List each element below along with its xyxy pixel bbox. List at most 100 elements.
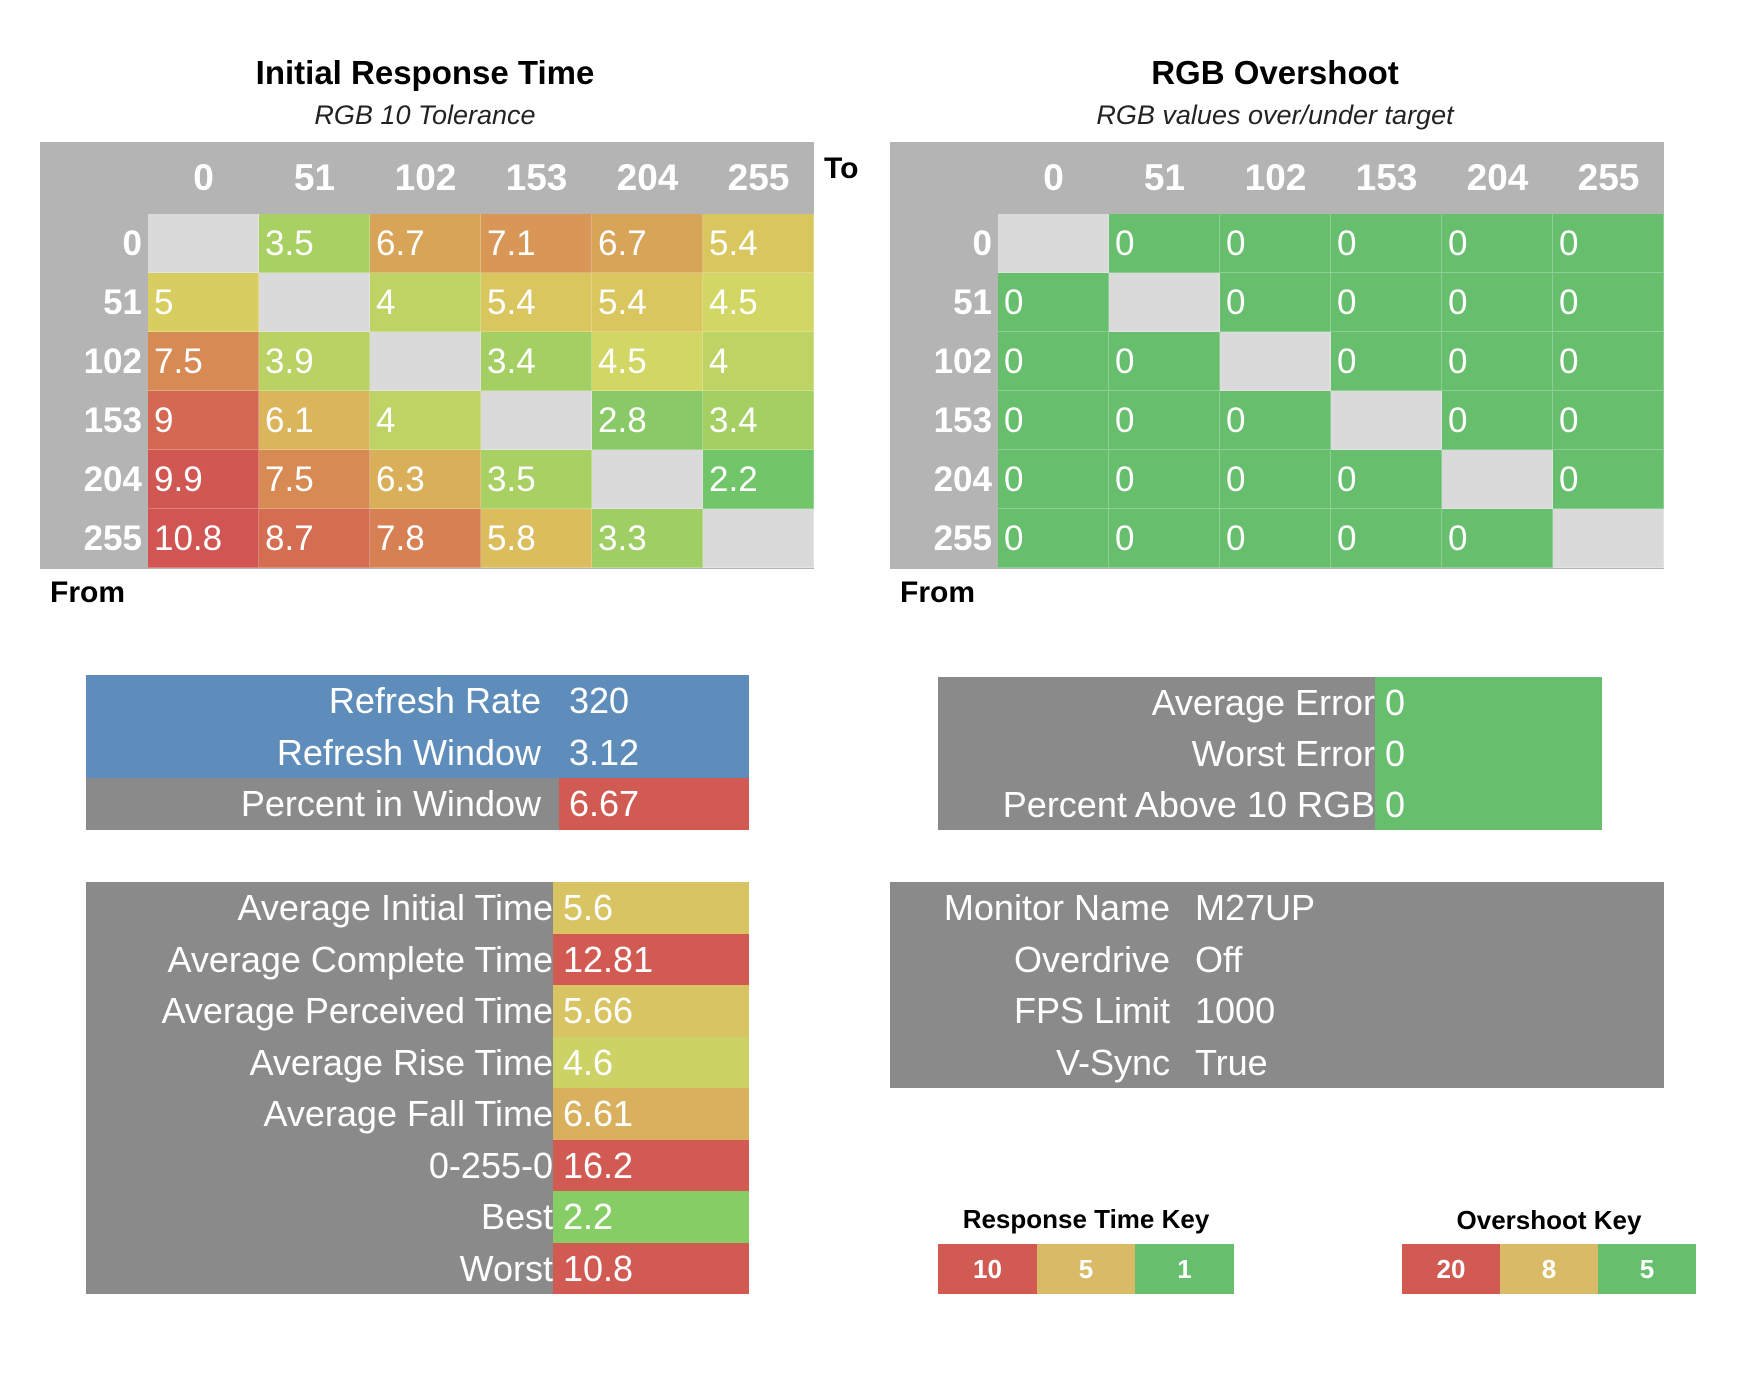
row-header-255: 255 xyxy=(83,519,142,558)
heatmap-cell: 0 xyxy=(1220,391,1331,450)
diagonal-cell xyxy=(148,214,259,273)
panel-row: Worst Error 0 xyxy=(938,728,1602,779)
row-header-51: 51 xyxy=(953,283,992,322)
response-key-high: 10 xyxy=(938,1244,1037,1294)
panel-label: Percent in Window xyxy=(240,783,541,824)
panel-value: 16.2 xyxy=(553,1139,749,1191)
overshoot-from-axis-label: From xyxy=(900,576,975,609)
heatmap-cell: 4 xyxy=(703,332,814,391)
panel-label: Average Rise Time xyxy=(249,1041,553,1083)
panel-row: Percent in Window 6.67 xyxy=(86,778,749,830)
panel-value: 2.2 xyxy=(553,1191,749,1243)
col-header-102: 102 xyxy=(394,157,457,198)
panel-row: Average Error 0 xyxy=(938,677,1602,728)
panel-row: Refresh Window 3.12 xyxy=(86,726,749,778)
heatmap-cell: 4.5 xyxy=(703,273,814,332)
heatmap-cell: 0 xyxy=(1442,214,1553,273)
diagonal-cell xyxy=(592,450,703,509)
heatmap-cell: 4.5 xyxy=(592,332,703,391)
row-header-153: 153 xyxy=(83,401,142,440)
diagonal-cell xyxy=(1220,332,1331,391)
diagonal-cell xyxy=(703,509,814,568)
to-axis-label: To xyxy=(824,152,859,185)
heatmap-cell: 0 xyxy=(1553,273,1664,332)
panel-value: 0 xyxy=(1375,677,1602,728)
panel-label: Worst xyxy=(459,1247,553,1289)
panel-value: Off xyxy=(1195,938,1243,980)
response-key-mid: 5 xyxy=(1037,1244,1135,1294)
heatmap-cell: 6.7 xyxy=(592,214,703,273)
panel-label: Average Error xyxy=(1151,682,1375,723)
row-header-0: 0 xyxy=(972,224,992,263)
row-header-102: 102 xyxy=(933,342,992,381)
response-chart-subtitle: RGB 10 Tolerance xyxy=(314,100,536,130)
panel-value: 0 xyxy=(1375,779,1602,830)
panel-row: V-Sync True xyxy=(890,1037,1664,1089)
heatmap-cell: 2.8 xyxy=(592,391,703,450)
panel-row: Percent Above 10 RGB 0 xyxy=(938,779,1602,830)
heatmap-cell: 2.2 xyxy=(703,450,814,509)
panel-label: Worst Error xyxy=(1191,733,1375,774)
response-from-axis-label: From xyxy=(50,576,125,609)
overshoot-key-title: Overshoot Key xyxy=(1456,1205,1642,1235)
panel-value: 5.6 xyxy=(553,882,749,934)
panel-label: Average Initial Time xyxy=(237,887,554,928)
response-time-heatmap: 0 51 102 153 204 255 0 3.5 6.7 7.1 6.7 5.4 51 5 4 5.4 5.… xyxy=(40,142,814,569)
panel-row: Refresh Rate 320 xyxy=(86,675,749,727)
heatmap-cell: 6.3 xyxy=(370,450,481,509)
heatmap-cell: 0 xyxy=(998,509,1109,568)
panel-row: Monitor Name M27UP xyxy=(890,882,1664,934)
panel-label: Overdrive xyxy=(1013,938,1170,980)
diagonal-cell xyxy=(1442,450,1553,509)
row-header-204: 204 xyxy=(83,460,142,499)
heatmap-cell: 4 xyxy=(370,391,481,450)
row-header-0: 0 xyxy=(122,224,142,263)
heatmap-cell: 0 xyxy=(1220,509,1331,568)
heatmap-cell: 0 xyxy=(998,450,1109,509)
heatmap-cell: 0 xyxy=(1109,509,1220,568)
overshoot-heatmap: 0 51 102 153 204 255 0 0 0 0 0 0 51 0 0 0 0 0 102 0 0 0 0 0 153 0… xyxy=(890,142,1664,569)
panel-value: True xyxy=(1195,1041,1268,1083)
heatmap-cell: 0 xyxy=(1331,509,1442,568)
diagonal-cell xyxy=(1331,391,1442,450)
heatmap-cell: 5 xyxy=(148,273,259,332)
diagonal-cell xyxy=(1109,273,1220,332)
heatmap-cell: 3.5 xyxy=(259,214,370,273)
panel-label: Average Fall Time xyxy=(263,1093,553,1134)
heatmap-cell: 0 xyxy=(998,332,1109,391)
col-header-51: 51 xyxy=(1143,157,1186,198)
col-header-0: 0 xyxy=(1043,157,1064,198)
diagonal-cell xyxy=(481,391,592,450)
heatmap-cell: 0 xyxy=(1331,214,1442,273)
heatmap-cell: 5.4 xyxy=(703,214,814,273)
diagonal-cell xyxy=(370,332,481,391)
col-header-153: 153 xyxy=(1355,157,1418,198)
overshoot-key-low: 5 xyxy=(1598,1244,1696,1294)
heatmap-cell: 3.3 xyxy=(592,509,703,568)
heatmap-cell: 0 xyxy=(1331,332,1442,391)
heatmap-cell: 0 xyxy=(998,273,1109,332)
heatmap-cell: 7.5 xyxy=(259,450,370,509)
response-key-low: 1 xyxy=(1135,1244,1234,1294)
heatmap-cell: 0 xyxy=(1442,332,1553,391)
panel-row: Average Perceived Time 5.66 xyxy=(86,985,749,1037)
panel-value: 0 xyxy=(1375,728,1602,779)
panel-row: FPS Limit 1000 xyxy=(890,985,1664,1037)
diagonal-cell xyxy=(1553,509,1664,568)
error-panel: Average Error 0 Worst Error 0 Percent Above … xyxy=(938,677,1602,830)
col-header-204: 204 xyxy=(1466,157,1529,198)
panel-label: Refresh Window xyxy=(276,731,541,773)
panel-row: Best 2.2 xyxy=(86,1191,749,1243)
panel-value: 10.8 xyxy=(553,1242,749,1294)
heatmap-cell: 0 xyxy=(1220,450,1331,509)
heatmap-cell: 0 xyxy=(998,391,1109,450)
panel-row: Average Complete Time 12.81 xyxy=(86,933,749,985)
heatmap-cell: 8.7 xyxy=(259,509,370,568)
panel-value: 320 xyxy=(559,675,749,727)
panel-row: Average Rise Time 4.6 xyxy=(86,1036,749,1088)
row-header-51: 51 xyxy=(103,283,142,322)
panel-value: 3.12 xyxy=(559,726,749,778)
heatmap-cell: 0 xyxy=(1442,509,1553,568)
response-stats-panel: Average Initial Time 5.6 Average Complete … xyxy=(86,882,749,1294)
heatmap-cell: 0 xyxy=(1109,332,1220,391)
